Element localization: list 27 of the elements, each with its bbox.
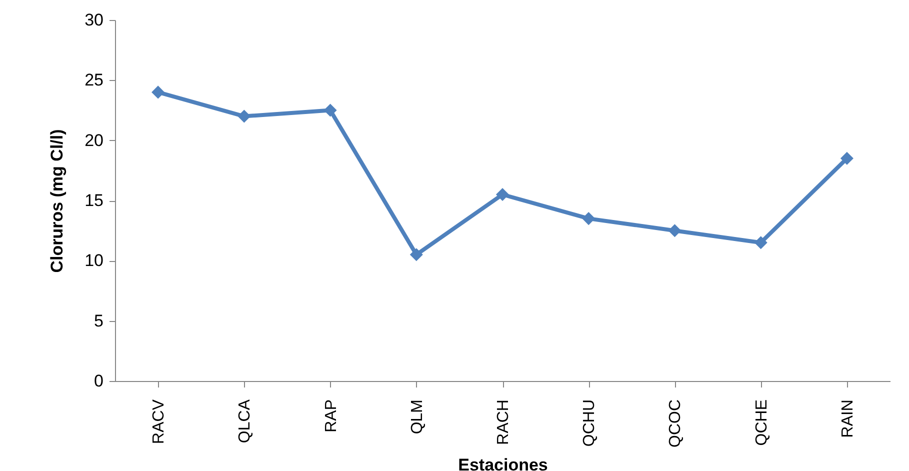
- y-tick-label: 20: [84, 130, 104, 150]
- x-tick-label: RAP: [322, 400, 340, 432]
- x-tick-label: QLCA: [236, 399, 254, 444]
- x-tick-label: QCOC: [667, 400, 684, 448]
- point: [754, 236, 768, 250]
- point: [324, 104, 337, 117]
- x-tick-label: QLM: [408, 400, 426, 434]
- x-tick-label: QCHE: [753, 400, 770, 446]
- x-axis-title: Estaciones: [458, 456, 548, 471]
- y-tick-label: 25: [84, 70, 104, 90]
- y-tick-label: 30: [84, 10, 104, 30]
- point: [152, 86, 165, 99]
- point: [410, 248, 423, 262]
- point: [238, 110, 251, 123]
- point: [582, 212, 596, 226]
- x-tick-label: QCHU: [581, 400, 598, 447]
- y-tick-label: 5: [94, 311, 104, 330]
- point: [496, 188, 510, 201]
- x-tick-label: RACV: [150, 399, 168, 444]
- x-tick-label: RACH: [495, 400, 512, 445]
- y-axis-title: Cloruros (mg Cl/l): [48, 129, 67, 273]
- y-tick-label: 15: [84, 191, 104, 210]
- x-tick-label: RAIN: [839, 400, 856, 438]
- point: [840, 152, 854, 165]
- point: [668, 224, 682, 238]
- y-tick-label: 10: [84, 251, 104, 270]
- y-tick-label: 0: [94, 372, 104, 390]
